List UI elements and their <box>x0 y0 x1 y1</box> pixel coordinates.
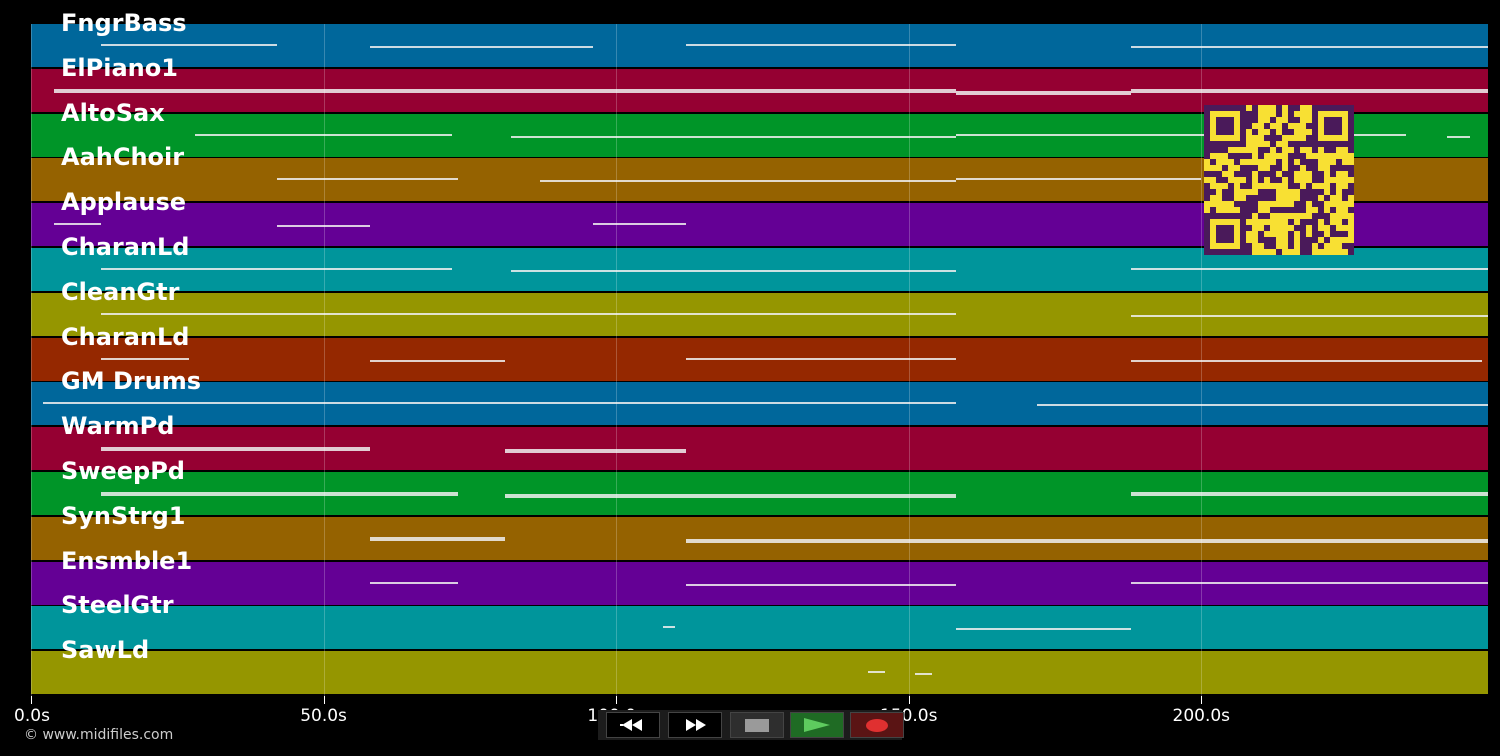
note-segment <box>540 180 956 183</box>
track-label: WarmPd <box>61 412 175 441</box>
fast-forward-button[interactable] <box>668 712 722 738</box>
play-icon <box>804 718 830 732</box>
note-segment <box>686 583 956 586</box>
note-segment <box>276 225 371 228</box>
track-label: SteelGtr <box>61 591 174 620</box>
track-label: SawLd <box>61 636 150 665</box>
track-lane[interactable] <box>31 561 1488 606</box>
note-segment <box>42 402 956 405</box>
note-segment <box>276 178 459 181</box>
track-lane[interactable] <box>31 606 1488 651</box>
track-label: ElPiano1 <box>61 53 178 82</box>
play-button[interactable] <box>790 712 844 738</box>
track-lane[interactable] <box>31 516 1488 561</box>
note-segment <box>101 312 956 315</box>
track-label: CharanLd <box>61 322 190 351</box>
note-segment <box>686 538 1488 543</box>
time-tick <box>616 696 618 704</box>
time-tick-label: 200.0s <box>1172 706 1231 726</box>
track-label: AahChoir <box>61 143 185 172</box>
note-segment <box>1131 314 1488 317</box>
copyright-text: © www.midifiles.com <box>24 727 174 743</box>
track-label: GM Drums <box>61 367 202 396</box>
fast-forward-icon <box>686 719 706 731</box>
note-segment <box>1037 404 1488 407</box>
note-segment <box>1131 268 1488 270</box>
time-gridline <box>323 24 325 696</box>
note-segment <box>955 133 1407 136</box>
note-segment <box>370 359 505 362</box>
note-segment <box>592 223 687 226</box>
note-segment <box>370 581 459 584</box>
stop-icon <box>745 718 769 732</box>
time-tick <box>908 696 910 704</box>
track-lane[interactable] <box>31 292 1488 337</box>
note-segment <box>1447 135 1471 138</box>
note-segment <box>101 268 453 270</box>
track-label: SweepPd <box>61 457 185 485</box>
qr-code-icon <box>1204 105 1354 255</box>
note-segment <box>54 223 102 226</box>
track-label: Ensmble1 <box>61 546 193 575</box>
track-lane[interactable] <box>31 427 1488 472</box>
note-segment <box>1131 359 1483 362</box>
note-segment <box>370 536 505 541</box>
note-segment <box>54 88 956 93</box>
note-segment <box>504 494 956 498</box>
time-tick <box>1201 696 1203 704</box>
note-segment <box>370 46 593 48</box>
note-segment <box>101 44 277 46</box>
note-segment <box>867 671 886 674</box>
note-segment <box>504 449 687 454</box>
track-lane[interactable] <box>31 337 1488 382</box>
note-segment <box>1131 581 1488 584</box>
time-gridline <box>908 24 910 696</box>
note-segment <box>1131 88 1488 93</box>
time-tick <box>323 696 325 704</box>
note-segment <box>510 270 956 272</box>
note-segment <box>955 178 1202 181</box>
note-segment <box>1131 492 1488 496</box>
track-lane[interactable] <box>31 24 1488 68</box>
track-label: AltoSax <box>61 98 165 127</box>
note-segment <box>686 357 956 360</box>
note-segment <box>510 135 956 138</box>
track-lane[interactable] <box>31 651 1488 696</box>
rewind-icon <box>620 719 642 731</box>
record-icon <box>866 718 888 732</box>
track-label: CleanGtr <box>61 277 180 306</box>
track-label: SynStrg1 <box>61 501 186 530</box>
note-segment <box>955 90 1132 95</box>
note-segment <box>914 673 933 676</box>
track-lane[interactable] <box>31 248 1488 292</box>
track-lane[interactable] <box>31 472 1488 516</box>
note-segment <box>101 357 189 360</box>
transport-bar <box>598 710 904 740</box>
note-segment <box>662 626 675 629</box>
note-segment <box>194 133 453 136</box>
track-label: Applause <box>61 188 187 217</box>
track-lane[interactable] <box>31 382 1488 427</box>
time-tick-label: 50.0s <box>300 706 347 726</box>
time-gridline <box>31 24 32 696</box>
time-tick <box>31 696 32 704</box>
time-gridline <box>616 24 618 696</box>
rewind-button[interactable] <box>606 712 660 738</box>
track-label: FngrBass <box>61 9 187 37</box>
time-tick-label: 0.0s <box>14 706 50 726</box>
note-segment <box>101 447 371 452</box>
note-segment <box>101 492 459 496</box>
time-gridline <box>1201 24 1203 696</box>
note-segment <box>1131 46 1488 48</box>
stop-button[interactable] <box>730 712 784 738</box>
record-button[interactable] <box>850 712 904 738</box>
note-segment <box>686 44 956 46</box>
note-segment <box>955 628 1132 631</box>
track-label: CharanLd <box>61 233 190 261</box>
